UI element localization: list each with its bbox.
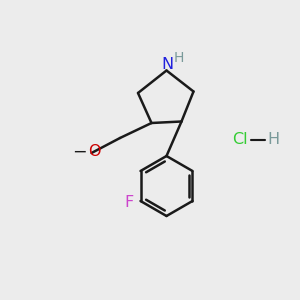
Text: N: N bbox=[161, 57, 173, 72]
Text: O: O bbox=[88, 144, 100, 159]
Text: Cl: Cl bbox=[232, 132, 248, 147]
Text: H: H bbox=[173, 51, 184, 65]
Text: F: F bbox=[124, 195, 134, 210]
Text: H: H bbox=[267, 132, 279, 147]
Text: −: − bbox=[72, 142, 86, 160]
